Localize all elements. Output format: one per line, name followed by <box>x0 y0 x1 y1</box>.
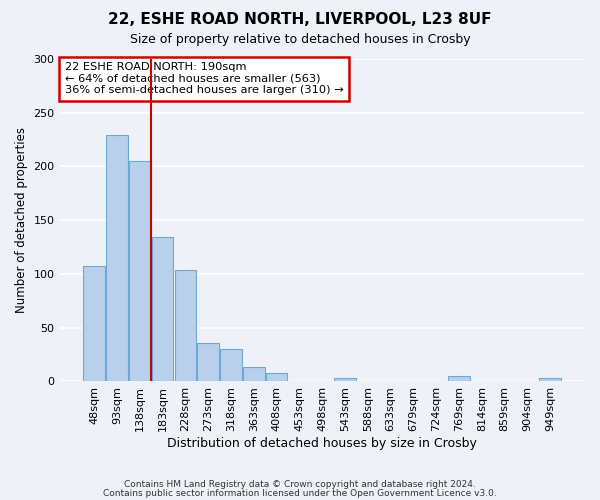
Text: 22, ESHE ROAD NORTH, LIVERPOOL, L23 8UF: 22, ESHE ROAD NORTH, LIVERPOOL, L23 8UF <box>108 12 492 28</box>
Bar <box>197 343 219 382</box>
Bar <box>243 368 265 382</box>
Bar <box>152 238 173 382</box>
Bar <box>539 378 561 382</box>
Y-axis label: Number of detached properties: Number of detached properties <box>15 127 28 313</box>
Bar <box>266 373 287 382</box>
Bar <box>448 376 470 382</box>
Bar <box>129 161 151 382</box>
X-axis label: Distribution of detached houses by size in Crosby: Distribution of detached houses by size … <box>167 437 477 450</box>
Bar <box>83 266 105 382</box>
Bar <box>220 349 242 382</box>
Text: Contains HM Land Registry data © Crown copyright and database right 2024.: Contains HM Land Registry data © Crown c… <box>124 480 476 489</box>
Bar <box>106 136 128 382</box>
Text: Size of property relative to detached houses in Crosby: Size of property relative to detached ho… <box>130 32 470 46</box>
Text: Contains public sector information licensed under the Open Government Licence v3: Contains public sector information licen… <box>103 488 497 498</box>
Bar <box>175 270 196 382</box>
Text: 22 ESHE ROAD NORTH: 190sqm
← 64% of detached houses are smaller (563)
36% of sem: 22 ESHE ROAD NORTH: 190sqm ← 64% of deta… <box>65 62 343 96</box>
Bar <box>334 378 356 382</box>
